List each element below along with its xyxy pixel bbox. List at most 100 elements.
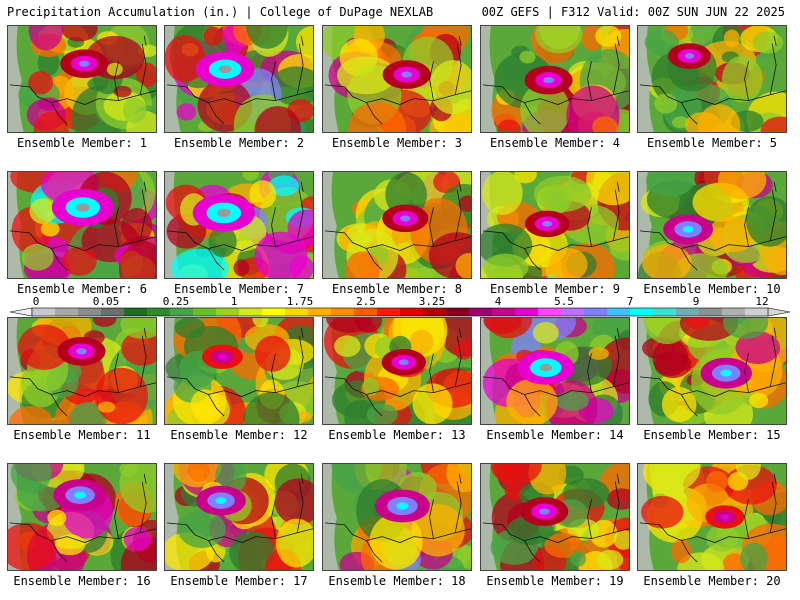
ensemble-map-panel [637, 171, 787, 279]
precip-contour [97, 401, 116, 413]
colorbar-legend: 0 0.05 0.25 1 1.75 2.5 3.25 4 5.5 7 9 12 [10, 296, 790, 320]
precip-contour [544, 532, 584, 558]
colorbar-graphic [10, 307, 790, 317]
precip-contour [446, 464, 471, 493]
precip-contour [642, 244, 692, 278]
colorbar-segment [239, 308, 263, 316]
precip-contour [119, 240, 156, 278]
precip-maximum [217, 354, 227, 360]
precip-contour [274, 478, 313, 526]
precip-contour [555, 390, 589, 411]
precip-contour [671, 539, 692, 564]
precip-contour [10, 464, 52, 494]
state-boundary-lines [324, 181, 471, 271]
precip-contour [246, 26, 289, 49]
colorbar-tick-label: 2.5 [356, 295, 376, 308]
precip-map [8, 26, 156, 132]
dry-region [323, 464, 339, 570]
precip-contour [740, 542, 768, 570]
precip-contour [705, 470, 729, 493]
colorbar-segment [354, 308, 378, 316]
ensemble-map-panel [637, 463, 787, 571]
precip-map [481, 318, 629, 424]
colorbar-segment [193, 308, 217, 316]
ensemble-map-panel [480, 317, 630, 425]
precip-maximum [539, 363, 553, 372]
colorbar-segment [423, 308, 447, 316]
precip-contour [429, 60, 471, 115]
precip-contour [749, 392, 769, 409]
precip-contour [520, 82, 570, 132]
ensemble-map-panel [7, 25, 157, 133]
precip-map [638, 464, 786, 570]
precip-contour [493, 464, 522, 484]
dry-region [638, 26, 654, 132]
precip-contour [113, 85, 132, 98]
precip-contour [412, 383, 453, 424]
colorbar-segment [170, 308, 194, 316]
precip-map [165, 172, 313, 278]
ensemble-member-label: Ensemble Member: 15 [643, 428, 781, 442]
ensemble-map-panel [7, 171, 157, 279]
colorbar-segment [653, 308, 677, 316]
precip-maximum [74, 491, 87, 499]
colorbar-segment [78, 308, 102, 316]
colorbar-segment [745, 308, 769, 316]
state-boundary-lines [482, 181, 629, 271]
precip-contour [165, 34, 206, 83]
ensemble-member-label: Ensemble Member: 19 [486, 574, 624, 588]
ensemble-map-panel [164, 317, 314, 425]
colorbar-segment [55, 308, 79, 316]
precip-contour [596, 549, 624, 570]
state-boundary-lines [9, 473, 156, 563]
state-boundary-lines [166, 327, 313, 417]
state-boundary-lines [639, 35, 786, 125]
precip-contour [254, 335, 291, 372]
precip-contour [592, 116, 618, 132]
ensemble-member-label: Ensemble Member: 9 [489, 282, 621, 296]
precip-map [8, 464, 156, 570]
precip-contour [47, 509, 67, 527]
colorbar-tick-label: 0.25 [162, 295, 190, 308]
colorbar-segment [285, 308, 309, 316]
precip-contour [549, 247, 588, 278]
ensemble-member-label: Ensemble Member: 1 [16, 136, 148, 150]
precip-contour [135, 62, 156, 88]
precip-contour [296, 411, 313, 423]
state-boundary-lines [324, 473, 471, 563]
colorbar-segment [469, 308, 493, 316]
colorbar-segment [101, 308, 125, 316]
ensemble-map-panel [322, 317, 472, 425]
run-info: 00Z GEFS | F312 Valid: 00Z SUN JUN 22 20… [481, 5, 785, 19]
precip-contour [268, 175, 300, 197]
precip-maximum [542, 220, 553, 227]
state-boundary-lines [166, 35, 313, 125]
ensemble-map-panel [637, 317, 787, 425]
colorbar-segment [699, 308, 723, 316]
precip-contour [609, 236, 629, 261]
precip-contour [187, 464, 210, 483]
precip-maximum [398, 359, 409, 366]
precip-maximum [76, 348, 87, 355]
precip-contour [506, 378, 558, 424]
ensemble-map-panel [322, 463, 472, 571]
precip-contour [289, 255, 313, 278]
precip-contour [287, 209, 313, 247]
precip-map [638, 172, 786, 278]
precip-map [323, 172, 471, 278]
ensemble-member-label: Ensemble Member: 12 [170, 428, 308, 442]
ensemble-map-panel [322, 171, 472, 279]
ensemble-member-label: Ensemble Member: 7 [173, 282, 305, 296]
precip-contour [326, 318, 373, 333]
colorbar-segment [308, 308, 332, 316]
ensemble-member-label: Ensemble Member: 17 [170, 574, 308, 588]
precip-contour [721, 55, 763, 103]
ensemble-map-panel [7, 317, 157, 425]
precip-contour [411, 504, 465, 557]
precip-contour [570, 551, 587, 567]
precip-contour [541, 184, 572, 214]
precip-map [8, 318, 156, 424]
precip-contour [735, 464, 761, 480]
precip-maximum [543, 76, 554, 84]
precip-map [638, 318, 786, 424]
